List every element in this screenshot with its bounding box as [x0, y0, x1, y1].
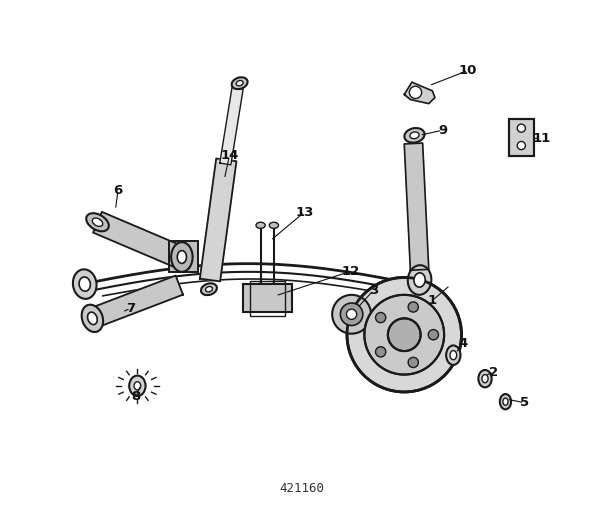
- Bar: [509, 119, 533, 156]
- Circle shape: [517, 141, 525, 150]
- Polygon shape: [404, 143, 429, 270]
- Ellipse shape: [171, 242, 193, 272]
- Circle shape: [340, 303, 363, 325]
- Text: 421160: 421160: [280, 482, 324, 494]
- Text: 13: 13: [295, 206, 313, 218]
- Ellipse shape: [205, 286, 213, 292]
- Circle shape: [376, 313, 386, 323]
- Ellipse shape: [478, 370, 492, 388]
- Polygon shape: [404, 82, 435, 104]
- Circle shape: [347, 278, 461, 392]
- Circle shape: [376, 347, 386, 357]
- Ellipse shape: [92, 218, 103, 227]
- Bar: [250, 281, 284, 316]
- Text: 11: 11: [532, 132, 550, 145]
- Ellipse shape: [482, 375, 488, 383]
- Circle shape: [388, 318, 420, 351]
- Ellipse shape: [450, 351, 457, 360]
- Bar: [509, 119, 533, 156]
- Ellipse shape: [134, 382, 141, 390]
- Ellipse shape: [236, 81, 243, 86]
- Text: 12: 12: [341, 265, 360, 278]
- Circle shape: [410, 86, 422, 99]
- Text: 4: 4: [458, 337, 467, 351]
- Text: 7: 7: [126, 302, 135, 315]
- Bar: [243, 284, 292, 311]
- Text: 9: 9: [438, 124, 447, 137]
- Bar: [243, 284, 292, 311]
- Circle shape: [408, 357, 419, 368]
- Circle shape: [517, 124, 525, 132]
- Ellipse shape: [414, 273, 425, 287]
- Ellipse shape: [201, 283, 217, 295]
- Ellipse shape: [503, 398, 508, 405]
- Ellipse shape: [88, 312, 97, 324]
- Ellipse shape: [86, 213, 109, 231]
- Text: 2: 2: [489, 365, 498, 378]
- Polygon shape: [93, 212, 184, 267]
- Circle shape: [408, 302, 419, 312]
- Ellipse shape: [232, 77, 248, 89]
- Ellipse shape: [177, 251, 187, 263]
- Text: 10: 10: [459, 64, 477, 77]
- Ellipse shape: [408, 265, 431, 295]
- Circle shape: [428, 329, 439, 340]
- Ellipse shape: [79, 277, 91, 291]
- Ellipse shape: [82, 305, 103, 332]
- Ellipse shape: [410, 132, 419, 139]
- Bar: [169, 241, 198, 272]
- Ellipse shape: [73, 269, 97, 299]
- Text: 5: 5: [520, 396, 529, 409]
- Text: 14: 14: [220, 149, 239, 162]
- Text: 1: 1: [428, 294, 437, 307]
- Ellipse shape: [269, 222, 278, 228]
- Circle shape: [364, 295, 444, 375]
- Bar: [169, 241, 198, 272]
- Circle shape: [347, 309, 357, 319]
- Polygon shape: [89, 276, 183, 328]
- Ellipse shape: [404, 128, 425, 143]
- Polygon shape: [200, 158, 237, 281]
- Ellipse shape: [256, 222, 265, 228]
- Text: 3: 3: [369, 284, 378, 297]
- Circle shape: [332, 295, 371, 334]
- Polygon shape: [220, 87, 243, 165]
- Text: 8: 8: [131, 390, 141, 402]
- Ellipse shape: [129, 376, 146, 396]
- Text: 6: 6: [114, 184, 123, 197]
- Ellipse shape: [446, 345, 460, 365]
- Ellipse shape: [500, 394, 511, 409]
